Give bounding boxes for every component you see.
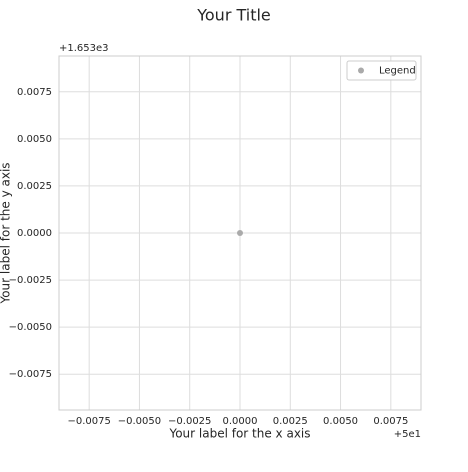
legend-marker xyxy=(358,67,364,74)
x-offset-label: +5e1 xyxy=(394,429,421,440)
point xyxy=(237,230,243,236)
x-tick-label: 0.0050 xyxy=(323,416,358,427)
x-tick-label: 0.0075 xyxy=(373,416,408,427)
x-tick-label: 0.0000 xyxy=(223,416,258,427)
y-tick-label: 0.0075 xyxy=(17,87,52,98)
y-tick-label: 0.0025 xyxy=(17,181,52,192)
y-tick-label: −0.0025 xyxy=(9,275,52,286)
legend-box xyxy=(346,60,417,81)
x-axis-label: Your label for the x axis xyxy=(168,427,310,441)
y-tick-label: 0.0000 xyxy=(17,228,52,239)
x-tick-label: −0.0050 xyxy=(118,416,161,427)
y-tick-label: −0.0050 xyxy=(9,322,52,333)
y-axis-label: Your label for the y axis xyxy=(0,162,13,304)
chart-title: Your Title xyxy=(196,6,271,25)
x-tick-label: 0.0025 xyxy=(273,416,308,427)
y-tick-label: 0.0050 xyxy=(17,134,52,145)
y-tick-label: −0.0075 xyxy=(9,369,52,380)
x-tick-label: −0.0025 xyxy=(168,416,211,427)
y-offset-label: +1.653e3 xyxy=(59,43,109,54)
x-tick-label: −0.0075 xyxy=(67,416,110,427)
legend-label: Legend xyxy=(379,66,416,77)
plot-frame xyxy=(58,55,422,411)
